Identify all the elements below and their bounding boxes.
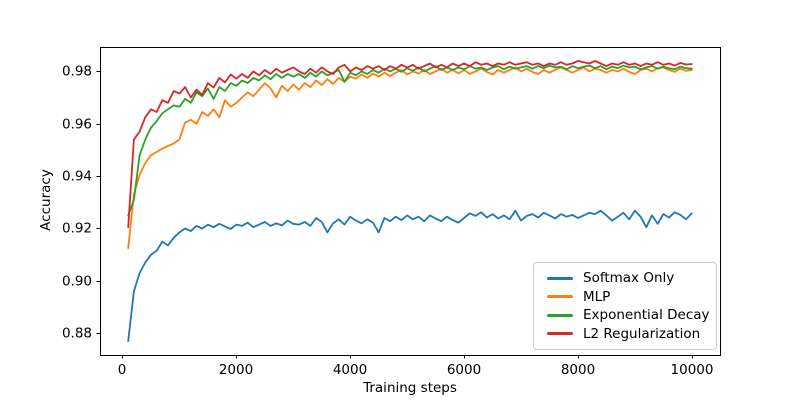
y-tick-label: 0.90 <box>62 274 92 290</box>
y-tick-label: 0.96 <box>62 117 92 133</box>
legend-item-softmax-only: Softmax Only <box>547 270 707 286</box>
legend-item-mlp: MLP <box>547 289 707 305</box>
y-tick-label: 0.98 <box>62 64 92 80</box>
legend-label-mlp: MLP <box>583 288 611 305</box>
legend-item-exponential-decay: Exponential Decay <box>547 307 710 324</box>
x-tick-label: 0 <box>118 362 127 378</box>
legend-label-softmax-only: Softmax Only <box>583 270 675 286</box>
x-tick-label: 8000 <box>561 362 595 378</box>
legend-label-l2-regularization: L2 Regularization <box>583 325 701 342</box>
series-line-exponential-decay <box>127 64 693 217</box>
legend-line-sample-l2-regularization <box>547 332 573 336</box>
series-line-l2-regularization <box>127 60 693 229</box>
y-tick-label: 0.94 <box>62 169 92 185</box>
x-tick-label: 2000 <box>219 362 253 378</box>
y-tick-label: 0.92 <box>62 221 92 237</box>
legend-item-l2-regularization: L2 Regularization <box>547 326 707 342</box>
legend-line-sample-mlp <box>547 295 573 299</box>
series-line-softmax-only <box>127 209 693 343</box>
y-axis-label: Accuracy <box>38 169 54 231</box>
x-tick-label: 6000 <box>447 362 481 378</box>
x-tick-label: 10000 <box>671 362 714 378</box>
axes-frame <box>100 47 721 356</box>
x-axis-label: Training steps <box>363 380 457 396</box>
legend: Softmax Only MLP Exponential Decay L2 Regul… <box>533 262 717 350</box>
legend-label-exponential-decay: Exponential Decay <box>583 307 710 324</box>
legend-line-sample-exponential-decay <box>547 313 573 317</box>
x-tick-label: 4000 <box>333 362 367 378</box>
legend-line-sample-softmax-only <box>547 276 573 280</box>
series-line-mlp <box>127 66 693 250</box>
y-tick-label: 0.88 <box>62 326 92 342</box>
